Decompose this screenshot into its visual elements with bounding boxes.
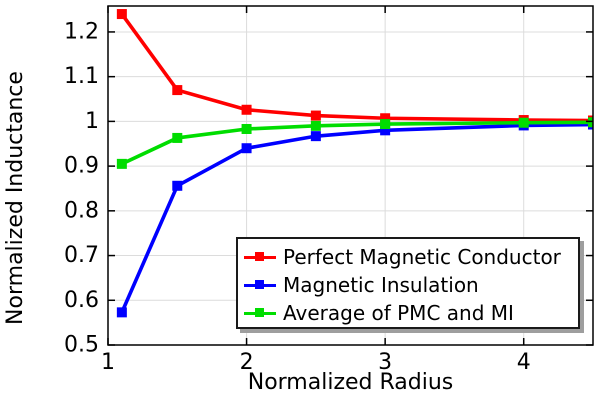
legend-square-avg	[255, 308, 264, 317]
y-tick-label: 0.9	[64, 154, 99, 179]
data-point-marker	[172, 85, 183, 96]
legend-item-mi: Magnetic Insulation	[244, 271, 578, 299]
y-tick-label: 1	[85, 109, 99, 134]
series-line-0	[120, 12, 593, 123]
y-tick-label: 1.1	[64, 64, 99, 89]
legend-item-avg: Average of PMC and MI	[244, 299, 578, 327]
x-axis-label: Normalized Radius	[247, 370, 454, 395]
legend-square-mi	[255, 280, 264, 289]
series-2	[116, 117, 593, 169]
y-tick-label: 0.6	[64, 288, 99, 313]
data-point-marker	[172, 180, 183, 191]
data-point-marker	[172, 132, 183, 143]
data-point-marker	[380, 113, 391, 124]
y-tick-label: 1.2	[64, 19, 99, 44]
y-tick-label: 0.8	[64, 198, 99, 223]
legend-marker-mi-icon	[244, 279, 276, 291]
legend-marker-avg-icon	[244, 307, 276, 319]
y-tick-label: 0.7	[64, 243, 99, 268]
legend-label-pmc: Perfect Magnetic Conductor	[283, 245, 561, 269]
y-axis-label: Normalized Inductance	[3, 71, 28, 325]
y-tick-label: 0.5	[64, 333, 99, 358]
legend: Perfect Magnetic Conductor Magnetic Insu…	[236, 237, 580, 329]
axis-frame	[107, 5, 594, 346]
data-point-marker	[588, 117, 593, 128]
data-point-marker	[116, 158, 127, 169]
data-point-marker	[310, 110, 321, 121]
data-point-marker	[241, 143, 252, 154]
x-tick-label: 2	[240, 350, 254, 375]
data-point-marker	[380, 125, 391, 136]
data-point-marker	[310, 120, 321, 131]
data-point-marker	[518, 117, 529, 128]
legend-item-pmc: Perfect Magnetic Conductor	[244, 243, 578, 271]
data-point-marker	[241, 104, 252, 115]
data-point-marker	[116, 9, 127, 20]
data-point-marker	[310, 131, 321, 142]
series-0	[116, 9, 593, 126]
x-tick-label: 4	[517, 350, 531, 375]
data-point-marker	[380, 119, 391, 130]
legend-square-pmc	[255, 252, 264, 261]
legend-label-avg: Average of PMC and MI	[283, 301, 514, 325]
legend-label-mi: Magnetic Insulation	[283, 273, 479, 297]
x-tick-label: 3	[378, 350, 392, 375]
legend-marker-pmc-icon	[244, 251, 276, 263]
data-point-marker	[241, 123, 252, 134]
data-point-marker	[116, 307, 127, 318]
x-tick-label: 1	[101, 350, 115, 375]
